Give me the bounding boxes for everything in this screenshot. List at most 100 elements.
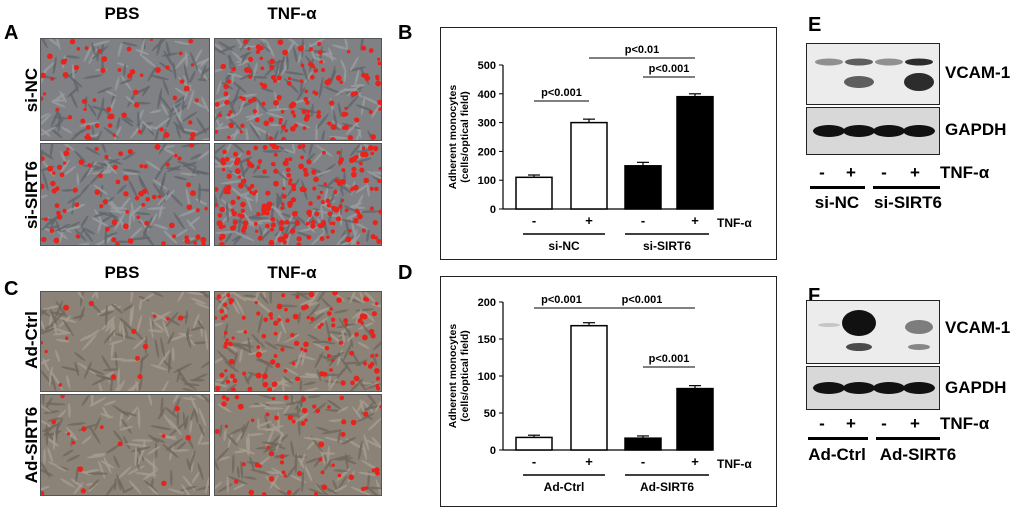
adherent-monocyte-dot bbox=[377, 178, 381, 183]
adherent-monocyte-dot bbox=[378, 209, 381, 215]
adherent-monocyte-dot bbox=[195, 208, 200, 213]
cell-texture bbox=[113, 455, 120, 469]
adherent-monocyte-dot bbox=[161, 433, 166, 439]
cell-texture bbox=[96, 107, 103, 121]
cell-texture bbox=[192, 57, 209, 67]
cell-texture bbox=[176, 368, 188, 384]
cell-texture bbox=[122, 168, 141, 173]
cell-texture bbox=[327, 399, 342, 410]
cell-texture bbox=[45, 423, 49, 446]
adherent-monocyte-dot bbox=[47, 53, 53, 60]
adherent-monocyte-dot bbox=[292, 114, 297, 118]
adherent-monocyte-dot bbox=[195, 234, 201, 240]
gapdh-band bbox=[903, 382, 935, 394]
adherent-monocyte-dot bbox=[367, 145, 374, 151]
adherent-monocyte-dot bbox=[137, 129, 142, 134]
adherent-monocyte-dot bbox=[111, 236, 117, 243]
adherent-monocyte-dot bbox=[269, 64, 275, 70]
cell-texture bbox=[331, 44, 349, 50]
cell-texture bbox=[201, 138, 209, 140]
vcam1-band bbox=[818, 323, 840, 327]
cell-texture bbox=[232, 351, 238, 368]
adherent-monocyte-dot bbox=[297, 144, 303, 150]
adherent-monocyte-dot bbox=[250, 418, 255, 423]
adherent-monocyte-dot bbox=[327, 405, 331, 409]
adherent-monocyte-dot bbox=[232, 378, 238, 384]
adherent-monocyte-dot bbox=[239, 213, 245, 219]
cell-texture bbox=[100, 460, 115, 469]
cell-texture bbox=[102, 107, 112, 117]
adherent-monocyte-dot bbox=[339, 80, 343, 84]
cell-texture bbox=[216, 80, 222, 95]
group-label: si-SIRT6 bbox=[643, 239, 691, 253]
adherent-monocyte-dot bbox=[42, 92, 47, 96]
adherent-monocyte-dot bbox=[290, 110, 296, 115]
adherent-monocyte-dot bbox=[269, 227, 274, 232]
cell-texture bbox=[345, 218, 350, 238]
adherent-monocyte-dot bbox=[281, 202, 285, 206]
micrograph-c-sirt6-tnf bbox=[214, 394, 382, 496]
micrograph-c-sirt6-pbs bbox=[40, 394, 210, 496]
adherent-monocyte-dot bbox=[374, 301, 379, 306]
adherent-monocyte-dot bbox=[118, 151, 124, 157]
cell-texture bbox=[199, 441, 209, 445]
cell-texture bbox=[343, 70, 347, 83]
adherent-monocyte-dot bbox=[98, 48, 103, 53]
cell-texture bbox=[102, 406, 110, 420]
adherent-monocyte-dot bbox=[335, 216, 342, 222]
adherent-monocyte-dot bbox=[304, 113, 311, 119]
adherent-monocyte-dot bbox=[280, 206, 284, 210]
panel-letter-a: A bbox=[4, 22, 19, 44]
cell-texture bbox=[41, 128, 51, 138]
adherent-monocyte-dot bbox=[99, 425, 104, 430]
group-f-1: Ad-Ctrl bbox=[808, 445, 866, 464]
y-tick-label: 50 bbox=[484, 408, 496, 420]
vcam1-band bbox=[905, 58, 933, 66]
adherent-monocyte-dot bbox=[269, 58, 275, 65]
adherent-monocyte-dot bbox=[86, 133, 90, 137]
adherent-monocyte-dot bbox=[338, 340, 344, 345]
adherent-monocyte-dot bbox=[235, 157, 241, 163]
adherent-monocyte-dot bbox=[303, 96, 309, 102]
adherent-monocyte-dot bbox=[361, 228, 366, 233]
adherent-monocyte-dot bbox=[123, 191, 129, 197]
cell-texture bbox=[130, 292, 135, 304]
cell-texture bbox=[277, 304, 298, 308]
cell-texture bbox=[258, 219, 275, 223]
micrograph-a-sinc-tnf bbox=[214, 38, 382, 141]
cell-texture bbox=[328, 135, 348, 140]
micrograph-c-ctrl-pbs bbox=[40, 291, 210, 392]
adherent-monocyte-dot bbox=[221, 401, 227, 407]
cell-texture bbox=[167, 352, 172, 373]
adherent-monocyte-dot bbox=[291, 210, 298, 217]
adherent-monocyte-dot bbox=[101, 56, 108, 62]
cell-texture bbox=[345, 459, 357, 465]
adherent-monocyte-dot bbox=[125, 210, 130, 214]
adherent-monocyte-dot bbox=[169, 222, 175, 229]
adherent-monocyte-dot bbox=[247, 46, 251, 51]
cell-texture bbox=[285, 400, 304, 406]
cell-texture bbox=[86, 367, 105, 375]
cell-texture bbox=[179, 377, 198, 391]
adherent-monocyte-dot bbox=[349, 187, 354, 192]
vcam1-band bbox=[875, 58, 903, 66]
cell-texture bbox=[108, 211, 121, 224]
cell-texture bbox=[114, 76, 120, 91]
treatment-sign: + bbox=[691, 454, 699, 469]
adherent-monocyte-dot bbox=[369, 206, 374, 211]
adherent-monocyte-dot bbox=[300, 396, 307, 402]
cell-texture bbox=[41, 148, 54, 160]
adherent-monocyte-dot bbox=[319, 60, 323, 64]
cell-texture bbox=[227, 54, 236, 69]
adherent-monocyte-dot bbox=[344, 112, 349, 116]
cell-texture bbox=[261, 226, 268, 239]
treatment-sign: - bbox=[641, 213, 645, 228]
adherent-monocyte-dot bbox=[279, 454, 285, 459]
cell-texture bbox=[300, 80, 303, 94]
y-tick-label: 200 bbox=[478, 297, 496, 309]
adherent-monocyte-dot bbox=[49, 228, 55, 234]
cell-texture bbox=[321, 429, 343, 435]
adherent-monocyte-dot bbox=[247, 68, 253, 74]
adherent-monocyte-dot bbox=[254, 117, 260, 123]
cell-texture bbox=[73, 482, 84, 495]
